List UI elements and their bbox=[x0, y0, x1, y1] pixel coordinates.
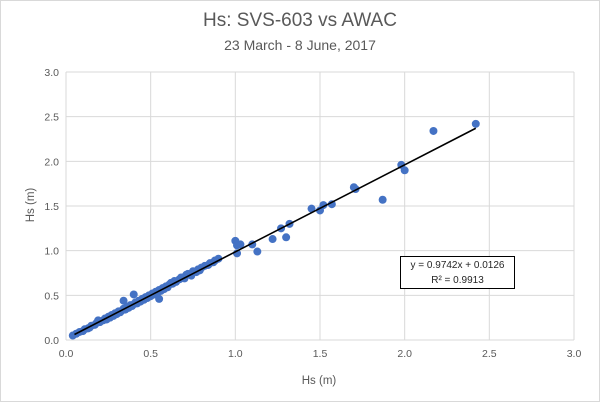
data-point bbox=[253, 247, 262, 256]
data-point bbox=[282, 233, 291, 242]
data-point bbox=[155, 294, 164, 303]
data-point bbox=[268, 235, 277, 244]
x-tick-label: 2.0 bbox=[397, 348, 412, 360]
y-tick-label: 0.0 bbox=[44, 335, 59, 347]
y-tick-label: 0.5 bbox=[44, 290, 59, 302]
trendline-group bbox=[74, 127, 477, 336]
x-tick-label: 0.5 bbox=[143, 348, 158, 360]
trendline-equation-box: y = 0.9742x + 0.0126 R² = 0.9913 bbox=[400, 256, 515, 289]
y-tick-label: 1.5 bbox=[44, 201, 59, 213]
data-point bbox=[378, 195, 387, 204]
x-tick-label: 2.5 bbox=[482, 348, 497, 360]
data-point bbox=[236, 240, 245, 249]
y-axis-ticks: 0.0 0.5 1.0 1.5 2.0 2.5 3.0 bbox=[44, 67, 59, 347]
x-tick-label: 1.0 bbox=[228, 348, 243, 360]
chart-title: Hs: SVS-603 vs AWAC bbox=[203, 10, 397, 31]
x-axis-ticks: 0.0 0.5 1.0 1.5 2.0 2.5 3.0 bbox=[59, 348, 582, 360]
y-axis-label: Hs (m) bbox=[25, 188, 37, 223]
y-tick-label: 1.0 bbox=[44, 246, 59, 258]
y-tick-label: 2.5 bbox=[44, 112, 59, 124]
trendline-equation: y = 0.9742x + 0.0126 bbox=[410, 260, 505, 271]
data-point bbox=[327, 200, 336, 209]
x-tick-label: 0.0 bbox=[59, 348, 74, 360]
data-point bbox=[307, 204, 316, 213]
y-tick-label: 2.0 bbox=[44, 156, 59, 168]
data-point bbox=[129, 290, 138, 299]
x-tick-label: 1.5 bbox=[313, 348, 328, 360]
data-point bbox=[471, 119, 480, 128]
data-point bbox=[400, 166, 409, 175]
y-tick-label: 3.0 bbox=[44, 67, 59, 79]
x-tick-label: 3.0 bbox=[567, 348, 582, 360]
data-point bbox=[119, 296, 128, 305]
chart-subtitle: 23 March - 8 June, 2017 bbox=[224, 37, 376, 53]
x-axis-label: Hs (m) bbox=[302, 375, 337, 387]
data-point bbox=[429, 126, 438, 135]
r-squared: R² = 0.9913 bbox=[431, 275, 484, 286]
trendline bbox=[74, 127, 477, 336]
